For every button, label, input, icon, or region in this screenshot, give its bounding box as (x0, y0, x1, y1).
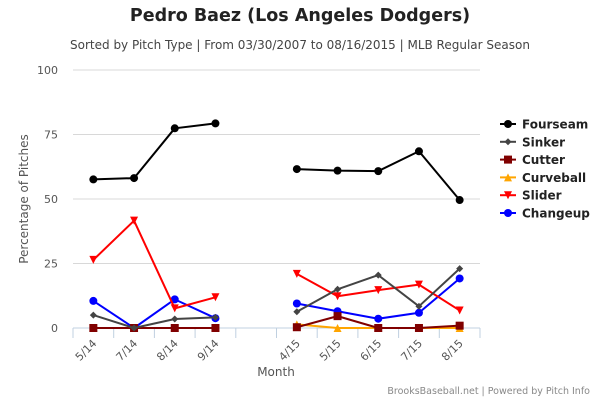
sinker-point[interactable] (89, 311, 97, 319)
fourseam-point[interactable] (89, 175, 98, 184)
changeup-point[interactable] (374, 314, 383, 323)
y-axis: 0 25 50 75 100 (37, 64, 58, 335)
slider-point[interactable] (333, 292, 342, 301)
slider-point[interactable] (414, 280, 423, 289)
legend-label: Slider (522, 189, 562, 203)
y-tick-label: 0 (51, 322, 58, 335)
sinker-point[interactable] (374, 271, 382, 279)
slider-point[interactable] (89, 255, 98, 264)
y-tick-label: 75 (44, 129, 58, 142)
x-tick-label: 9/14 (195, 337, 222, 364)
cutter-point[interactable] (333, 312, 342, 321)
x-tick-label: 6/15 (358, 337, 385, 364)
series-changeup (89, 274, 464, 332)
cutter-point[interactable] (374, 324, 383, 332)
x-tick-label: 7/14 (114, 337, 141, 364)
legend-label: Cutter (522, 153, 565, 167)
y-tick-label: 25 (44, 258, 58, 271)
y-axis-title: Percentage of Pitches (17, 134, 31, 264)
legend-cutter-marker-icon (504, 155, 512, 164)
fourseam-point[interactable] (374, 167, 383, 176)
legend-item-sinker[interactable]: Sinker (500, 135, 565, 149)
sinker-point[interactable] (415, 302, 423, 310)
x-axis-title: Month (257, 365, 295, 379)
gridlines (73, 69, 480, 264)
sinker-line (93, 314, 216, 329)
series-sinker (89, 265, 464, 332)
sinker-point[interactable] (293, 308, 301, 316)
x-tick-label: 8/14 (154, 337, 181, 364)
fourseam-point[interactable] (333, 166, 342, 175)
sinker-point[interactable] (211, 313, 219, 321)
sinker-point[interactable] (334, 285, 342, 293)
slider-point[interactable] (292, 269, 301, 278)
slider-point[interactable] (374, 286, 383, 295)
x-tick-label: 4/15 (276, 337, 303, 364)
series-layer (89, 119, 464, 332)
chart-subtitle: Sorted by Pitch Type | From 03/30/2007 t… (70, 38, 530, 52)
cutter-point[interactable] (211, 324, 220, 332)
x-tick-label: 5/14 (73, 337, 100, 364)
slider-point[interactable] (130, 216, 139, 225)
slider-point[interactable] (170, 304, 179, 313)
fourseam-point[interactable] (130, 174, 139, 183)
changeup-point[interactable] (292, 299, 301, 308)
changeup-line (92, 298, 216, 329)
changeup-point[interactable] (170, 295, 179, 304)
legend-item-slider[interactable]: Slider (500, 189, 562, 203)
legend-label: Fourseam (522, 118, 588, 132)
fourseam-point[interactable] (414, 147, 423, 156)
x-tick-label: 8/15 (439, 337, 466, 364)
fourseam-point[interactable] (455, 196, 464, 205)
legend-slider-marker-icon (504, 191, 512, 200)
legend-label: Sinker (522, 135, 565, 149)
legend-changeup-marker-icon (504, 209, 512, 217)
series-cutter (89, 312, 464, 332)
fourseam-point[interactable] (170, 124, 179, 133)
sinker-point[interactable] (171, 315, 179, 323)
legend-label: Curveball (522, 171, 586, 185)
chart-title: Pedro Baez (Los Angeles Dodgers) (129, 6, 471, 26)
cutter-point[interactable] (89, 324, 98, 332)
legend: Fourseam Sinker Cutter Curveball Slider Chang… (500, 118, 590, 221)
cutter-point[interactable] (170, 324, 179, 332)
x-tick-label: 7/15 (398, 337, 425, 364)
y-tick-label: 100 (37, 64, 58, 77)
legend-label: Changeup (522, 207, 590, 221)
legend-fourseam-marker-icon (504, 120, 512, 128)
fourseam-line (93, 122, 216, 181)
cutter-point[interactable] (414, 324, 423, 332)
series-slider (89, 216, 464, 315)
fourseam-point[interactable] (292, 165, 301, 174)
legend-item-fourseam[interactable]: Fourseam (500, 118, 588, 132)
x-tick-label: 5/15 (317, 337, 344, 364)
legend-sinker-marker-icon (504, 138, 512, 146)
legend-item-cutter[interactable]: Cutter (500, 153, 565, 167)
changeup-point[interactable] (414, 308, 423, 317)
sinker-point[interactable] (130, 324, 138, 332)
credits-text[interactable]: BrooksBaseball.net | Powered by Pitch In… (387, 386, 590, 397)
legend-item-changeup[interactable]: Changeup (500, 207, 590, 221)
series-fourseam (89, 119, 464, 205)
curveball-point[interactable] (333, 324, 342, 332)
slider-line (92, 219, 216, 310)
sinker-point[interactable] (456, 265, 464, 273)
x-axis: 5/14 7/14 8/14 9/14 4/15 5/15 6/15 7/15 8/15 (72, 327, 481, 364)
legend-curveball-marker-icon (504, 173, 512, 182)
cutter-point[interactable] (455, 321, 464, 330)
slider-point[interactable] (211, 293, 220, 302)
changeup-point[interactable] (455, 274, 464, 283)
legend-item-curveball[interactable]: Curveball (500, 171, 586, 185)
changeup-point[interactable] (89, 296, 98, 305)
fourseam-line (296, 150, 461, 201)
slider-point[interactable] (455, 306, 464, 315)
y-tick-label: 50 (44, 193, 58, 206)
cutter-point[interactable] (292, 323, 301, 332)
fourseam-point[interactable] (211, 119, 220, 128)
